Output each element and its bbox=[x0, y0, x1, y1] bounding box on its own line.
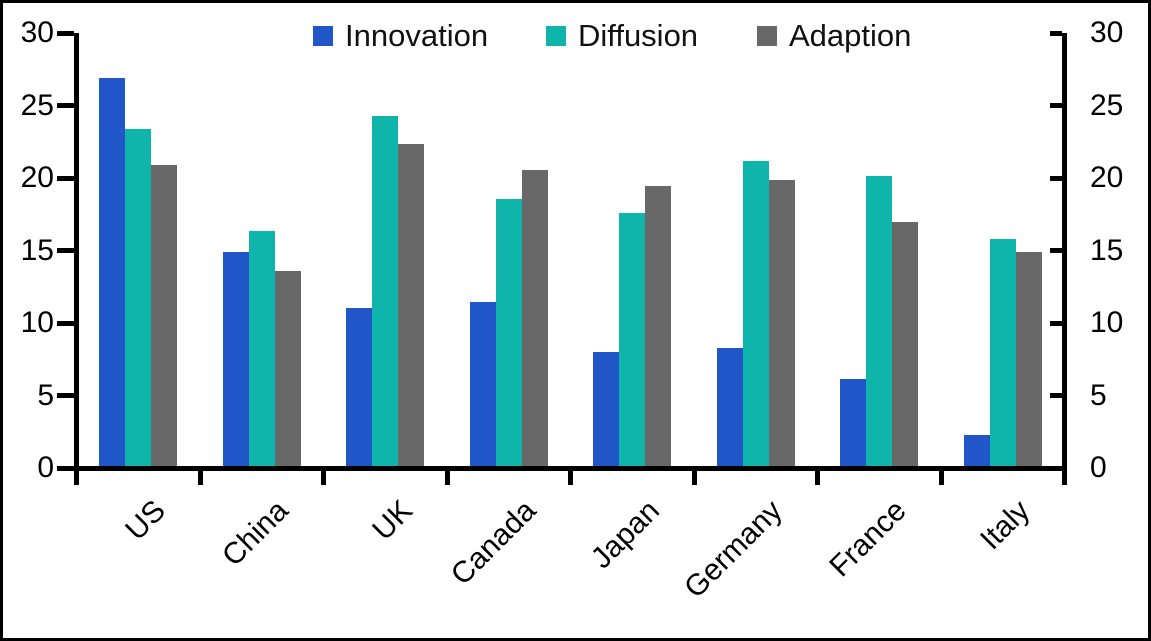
x-axis-category-label-germany: Germany bbox=[678, 493, 790, 605]
bar-adaption-us bbox=[151, 165, 178, 467]
y-axis-tick-right-5 bbox=[1050, 393, 1062, 398]
y-axis-tick-label-left-20: 20 bbox=[20, 161, 54, 194]
y-axis-tick-label-left-10: 10 bbox=[20, 306, 54, 339]
x-axis-tick-7 bbox=[938, 466, 944, 485]
bar-adaption-canada bbox=[521, 169, 548, 467]
y-axis-tick-left-30 bbox=[57, 30, 74, 36]
legend-label-diffusion: Diffusion bbox=[578, 18, 699, 53]
bar-innovation-germany bbox=[716, 348, 743, 467]
y-axis-tick-label-right-15: 15 bbox=[1090, 233, 1124, 267]
y-axis-left-line bbox=[74, 33, 79, 471]
y-axis-tick-label-right-30: 30 bbox=[1090, 16, 1124, 49]
y-axis-tick-left-0 bbox=[57, 465, 74, 471]
bar-diffusion-canada bbox=[495, 198, 522, 467]
y-axis-tick-left-20 bbox=[57, 175, 74, 181]
legend-label-adaption: Adaption bbox=[789, 18, 912, 53]
bar-adaption-germany bbox=[768, 179, 795, 467]
bar-innovation-italy bbox=[963, 435, 990, 467]
y-axis-tick-label-left-5: 5 bbox=[37, 378, 54, 412]
y-axis-tick-left-5 bbox=[57, 393, 74, 398]
y-axis-tick-right-10 bbox=[1050, 320, 1062, 326]
bar-diffusion-uk bbox=[372, 116, 399, 467]
legend-item-diffusion: Diffusion bbox=[546, 18, 699, 53]
y-axis-tick-left-15 bbox=[57, 248, 74, 253]
x-axis-category-label-france: France bbox=[823, 493, 913, 584]
bar-diffusion-china bbox=[248, 230, 275, 467]
bar-adaption-italy bbox=[1015, 252, 1042, 467]
bar-diffusion-italy bbox=[989, 239, 1016, 467]
y-axis-tick-left-25 bbox=[57, 103, 74, 108]
y-axis-tick-label-right-25: 25 bbox=[1090, 88, 1124, 122]
bar-adaption-uk bbox=[398, 143, 425, 467]
bar-innovation-china bbox=[222, 252, 249, 467]
bar-adaption-france bbox=[892, 221, 919, 467]
x-axis-category-label-japan: Japan bbox=[584, 493, 666, 576]
x-axis-tick-8 bbox=[1062, 466, 1067, 485]
bar-innovation-uk bbox=[346, 307, 373, 467]
y-axis-tick-label-right-20: 20 bbox=[1090, 161, 1124, 194]
y-axis-tick-right-15 bbox=[1050, 248, 1062, 253]
bar-innovation-canada bbox=[469, 301, 496, 467]
y-axis-tick-label-right-5: 5 bbox=[1090, 378, 1107, 412]
legend-swatch-adaption bbox=[757, 26, 777, 46]
y-axis-tick-label-right-10: 10 bbox=[1090, 306, 1124, 339]
y-axis-tick-right-20 bbox=[1050, 175, 1062, 181]
bar-adaption-japan bbox=[645, 185, 672, 467]
y-axis-tick-left-10 bbox=[57, 320, 74, 326]
bar-diffusion-japan bbox=[619, 213, 646, 467]
y-axis-tick-label-right-0: 0 bbox=[1090, 451, 1107, 484]
y-axis-tick-right-25 bbox=[1050, 103, 1062, 108]
x-axis-category-label-china: China bbox=[216, 493, 296, 573]
x-axis-tick-5 bbox=[691, 466, 697, 485]
legend-swatch-innovation bbox=[313, 26, 333, 46]
y-axis-tick-label-left-15: 15 bbox=[20, 233, 54, 267]
y-axis-tick-label-left-0: 0 bbox=[37, 451, 54, 484]
legend-item-innovation: Innovation bbox=[313, 18, 489, 53]
x-axis-category-label-us: US bbox=[118, 493, 172, 547]
legend-swatch-diffusion bbox=[546, 26, 566, 46]
legend-label-innovation: Innovation bbox=[345, 18, 489, 53]
bar-diffusion-france bbox=[866, 175, 893, 467]
y-axis-tick-right-0 bbox=[1050, 465, 1062, 471]
x-axis-tick-4 bbox=[568, 466, 573, 485]
x-axis-category-label-italy: Italy bbox=[973, 493, 1037, 557]
bar-innovation-japan bbox=[593, 352, 620, 467]
y-axis-tick-label-left-25: 25 bbox=[20, 88, 54, 122]
legend-item-adaption: Adaption bbox=[757, 18, 912, 53]
bar-diffusion-germany bbox=[742, 161, 769, 467]
bar-innovation-france bbox=[840, 378, 867, 467]
x-axis-category-label-uk: UK bbox=[365, 493, 419, 547]
x-axis-tick-0 bbox=[74, 466, 79, 485]
x-axis-tick-3 bbox=[444, 466, 450, 485]
y-axis-tick-label-left-30: 30 bbox=[20, 16, 54, 49]
bar-innovation-us bbox=[99, 78, 126, 467]
y-axis-tick-right-30 bbox=[1050, 30, 1062, 36]
bar-diffusion-us bbox=[125, 129, 152, 467]
bar-adaption-china bbox=[274, 271, 301, 467]
x-axis-category-label-canada: Canada bbox=[444, 493, 543, 592]
chart-legend: Innovation Diffusion Adaption bbox=[0, 0, 1151, 70]
x-axis-tick-6 bbox=[815, 466, 820, 485]
x-axis-tick-1 bbox=[197, 466, 203, 485]
x-axis-tick-2 bbox=[321, 466, 326, 485]
y-axis-right-line bbox=[1062, 33, 1067, 471]
